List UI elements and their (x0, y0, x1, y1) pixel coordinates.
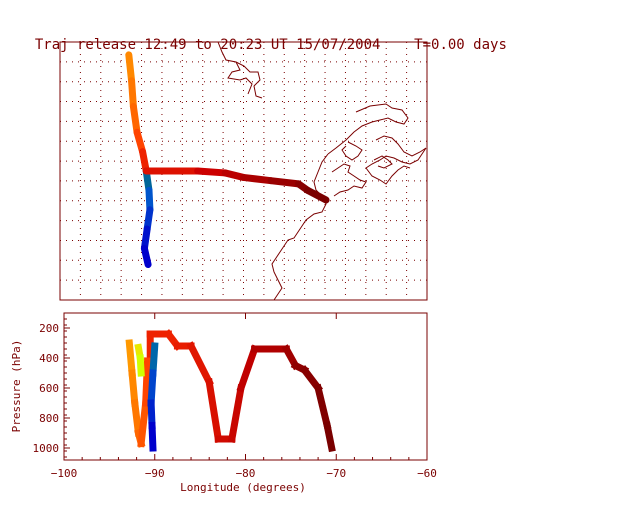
map-track-segment (304, 186, 330, 204)
map-track-south-track (140, 167, 154, 269)
pressure-profile-segment (323, 421, 336, 453)
pressure-axes: −100 −90 −80 −70 −60 200 400 600 800 1000 (33, 312, 437, 480)
coastline-hudson-bay (235, 61, 263, 99)
pressure-profile-blue-profile (147, 342, 159, 452)
pressure-profile-segment (148, 421, 157, 452)
y-tick-label: 800 (39, 412, 59, 425)
pressure-profile-segment (236, 344, 260, 393)
coastline-map (217, 41, 427, 301)
pressure-profile-segment (125, 339, 136, 377)
y-tick-label: 200 (39, 322, 59, 335)
coastline-labrador (327, 103, 409, 155)
pressure-tracks (125, 329, 336, 453)
pressure-profile-segment (142, 357, 152, 407)
map-grid (60, 42, 427, 300)
coastline-newfoundland (365, 135, 427, 185)
map-track-segment (194, 167, 229, 177)
pressure-profile-segment (130, 399, 143, 437)
pressure-profile-segment (147, 399, 156, 430)
coastline-arctic (217, 41, 253, 95)
coastline-great-lakes (373, 155, 393, 169)
map-tracks (125, 51, 330, 269)
pressure-profile-segment (136, 354, 145, 377)
pressure-profile-segment (128, 369, 139, 407)
pressure-profile-segment (186, 341, 214, 387)
map-track-segment (129, 103, 141, 136)
x-tick-label: −80 (236, 467, 256, 480)
map-track-segment (125, 51, 136, 85)
pressure-profile-segment (147, 369, 157, 407)
pressure-panel-frame (63, 312, 428, 461)
pressure-profile-segment (137, 399, 150, 448)
x-axis-label: Longitude (degrees) (180, 481, 306, 494)
pressure-profile-segment (205, 377, 223, 444)
map-panel-frame (59, 41, 428, 301)
coastline-east-us (271, 153, 329, 301)
pressure-profile-segment (149, 342, 159, 377)
x-tick-label: −60 (417, 467, 437, 480)
map-track-east-track (142, 167, 330, 204)
y-tick-label: 1000 (33, 442, 60, 455)
x-tick-label: −90 (145, 467, 165, 480)
pressure-profile-segment (313, 383, 332, 430)
map-track-north-track (125, 51, 150, 175)
map-track-segment (267, 177, 303, 188)
pressure-profile-east-profile (146, 329, 336, 453)
y-tick-label: 400 (39, 352, 59, 365)
map-track-segment (140, 244, 152, 269)
x-tick-label: −70 (326, 467, 346, 480)
x-tick-label: −100 (51, 467, 78, 480)
map-track-segment (240, 173, 275, 185)
pressure-profile-yellow-profile (134, 343, 145, 377)
y-axis-label: Pressure (hPa) (10, 340, 23, 433)
pressure-profile-segment (227, 383, 246, 444)
coastline-maritimes (331, 163, 367, 197)
map-track-segment (128, 77, 137, 110)
pressure-profile-west-profile (125, 339, 152, 448)
y-tick-label: 600 (39, 382, 59, 395)
coastline-nova-scotia (341, 141, 363, 161)
